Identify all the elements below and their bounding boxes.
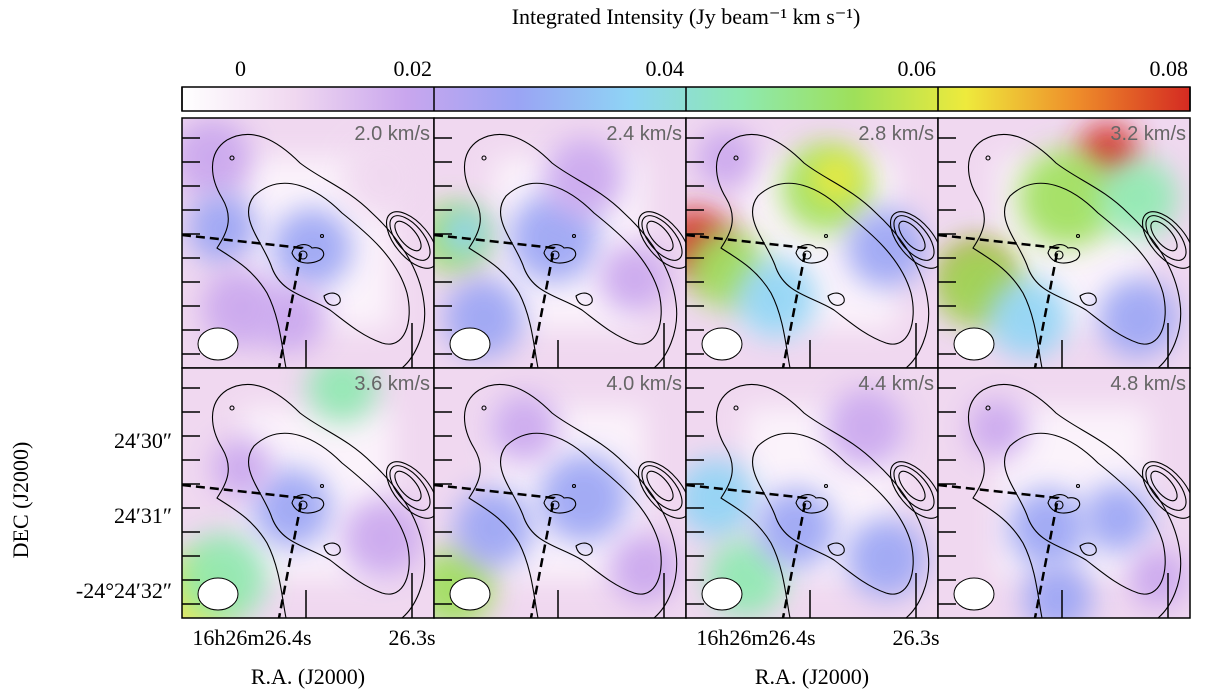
channel-panel: 4.8 km/s — [937, 367, 1191, 619]
colorbar-tick-label: 0.08 — [1150, 56, 1189, 81]
emission-blob — [1128, 548, 1188, 608]
intensity-map — [434, 118, 686, 368]
emission-blob — [342, 138, 422, 218]
emission-blob — [736, 258, 816, 338]
emission-blob — [968, 398, 1028, 458]
emission-blob — [599, 243, 669, 313]
channel-panel: 3.2 km/s — [937, 117, 1191, 369]
emission-blob — [696, 128, 756, 188]
panel-frame — [937, 367, 1191, 619]
intensity-map — [434, 368, 686, 618]
x-axis-label: R.A. (J2000) — [755, 664, 869, 689]
intensity-map — [686, 368, 938, 618]
emission-blob — [609, 533, 679, 603]
y-tick-label: 24′31″ — [114, 503, 172, 528]
emission-blob — [307, 368, 377, 423]
x-tick-label: 16h26m26.4s — [696, 625, 815, 650]
intensity-map — [686, 118, 938, 368]
emission-blob — [846, 518, 926, 598]
colorbar-title: Integrated Intensity (Jy beam⁻¹ km s⁻¹) — [512, 4, 861, 29]
emission-blob — [1083, 483, 1153, 553]
velocity-label: 2.8 km/s — [858, 123, 934, 145]
channel-panel: 4.0 km/s — [433, 367, 687, 619]
velocity-label: 3.2 km/s — [1110, 123, 1186, 145]
colorbar-tick-label: 0.02 — [394, 56, 433, 81]
emission-blob — [489, 393, 559, 463]
emission-blob — [187, 193, 257, 263]
emission-blob — [539, 453, 629, 543]
channel-panel: 4.4 km/s — [685, 367, 939, 619]
colorbar-tick-label: 0.04 — [646, 56, 685, 81]
y-tick-label: -24°24′32″ — [76, 578, 172, 603]
emission-blob — [1098, 278, 1178, 358]
channel-panel: 2.8 km/s — [685, 117, 939, 369]
velocity-label: 3.6 km/s — [354, 373, 430, 395]
y-axis-label: DEC (J2000) — [8, 442, 33, 559]
emission-blob — [212, 438, 272, 498]
emission-blob — [846, 208, 926, 288]
emission-blob — [342, 498, 422, 578]
emission-blob — [439, 208, 489, 258]
emission-blob — [1098, 158, 1178, 238]
velocity-label: 4.8 km/s — [1110, 373, 1186, 395]
emission-blob — [252, 468, 332, 548]
intensity-map — [938, 118, 1190, 368]
x-tick-label: 26.3s — [388, 625, 435, 650]
intensity-map — [182, 118, 434, 368]
colorbar-tick-label: 0.06 — [898, 56, 937, 81]
intensity-map — [938, 368, 1190, 618]
emission-blob — [756, 488, 836, 568]
emission-blob — [1023, 563, 1093, 618]
emission-blob — [454, 488, 534, 568]
x-tick-label: 26.3s — [892, 625, 939, 650]
channel-panel: 3.6 km/s — [181, 367, 435, 619]
emission-blob — [544, 138, 624, 218]
channel-panel: 2.0 km/s — [181, 117, 435, 369]
velocity-label: 2.0 km/s — [354, 123, 430, 145]
velocity-label: 2.4 km/s — [606, 123, 682, 145]
y-tick-label: 24′30″ — [114, 428, 172, 453]
emission-blob — [811, 153, 861, 203]
colorbar-tick-label: 0 — [235, 56, 246, 81]
intensity-map — [182, 368, 434, 618]
emission-blob — [988, 278, 1068, 358]
velocity-label: 4.4 km/s — [858, 373, 934, 395]
emission-blob — [1018, 148, 1118, 248]
x-tick-label: 16h26m26.4s — [192, 625, 311, 650]
emission-blob — [826, 388, 906, 468]
velocity-label: 4.0 km/s — [606, 373, 682, 395]
channel-panel: 2.4 km/s — [433, 117, 687, 369]
x-axis-label: R.A. (J2000) — [251, 664, 365, 689]
emission-blob — [686, 458, 756, 538]
emission-blob — [1008, 488, 1088, 568]
